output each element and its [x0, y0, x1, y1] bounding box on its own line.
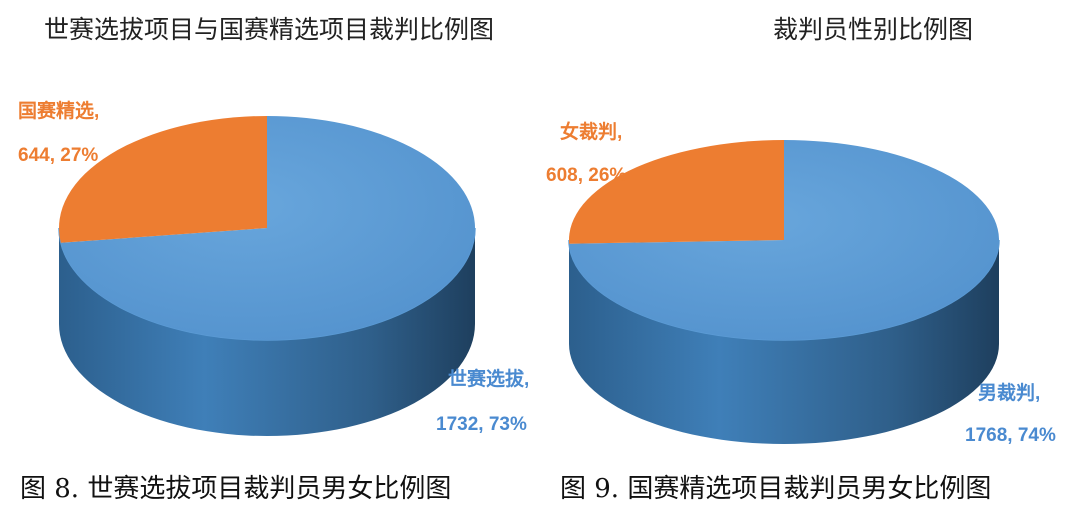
- chart-2-label-0-value: 1768, 74%: [965, 425, 1056, 446]
- chart-1-pie: [58, 116, 476, 436]
- chart-1-label-1-name: 国赛精选,: [18, 99, 99, 122]
- chart-1-pie-side: [59, 228, 475, 436]
- chart-1: 世赛选拔项目与国赛精选项目裁判比例图 国赛精选, 644, 27% 世赛选拔, …: [18, 15, 529, 504]
- chart-1-label-0-name: 世赛选拔,: [448, 367, 529, 390]
- chart-2-label-1-name: 女裁判,: [560, 120, 622, 143]
- chart-1-slice-1: [59, 116, 267, 243]
- chart-1-caption: 图 8. 世赛选拔项目裁判员男女比例图: [20, 474, 451, 504]
- chart-2-title: 裁判员性别比例图: [773, 15, 973, 44]
- chart-1-label-1-value: 644, 27%: [18, 145, 98, 166]
- chart-2-caption: 图 9. 国赛精选项目裁判员男女比例图: [560, 474, 991, 504]
- chart-2-label-0-name: 男裁判,: [978, 381, 1040, 404]
- chart-1-title: 世赛选拔项目与国赛精选项目裁判比例图: [44, 15, 494, 44]
- chart-2-pie-side: [569, 240, 999, 444]
- chart-1-slice-0: [60, 116, 476, 341]
- chart-2-pie: [568, 140, 1000, 444]
- chart-1-label-0-value: 1732, 73%: [436, 414, 527, 435]
- chart-2-label-1-value: 608, 26%: [546, 165, 626, 186]
- chart-2-slice-0: [569, 140, 1000, 340]
- chart-2-slice-1: [569, 140, 784, 244]
- chart-2: 裁判员性别比例图 女裁判, 608, 26% 男裁判, 1768, 74% 图 …: [546, 15, 1056, 504]
